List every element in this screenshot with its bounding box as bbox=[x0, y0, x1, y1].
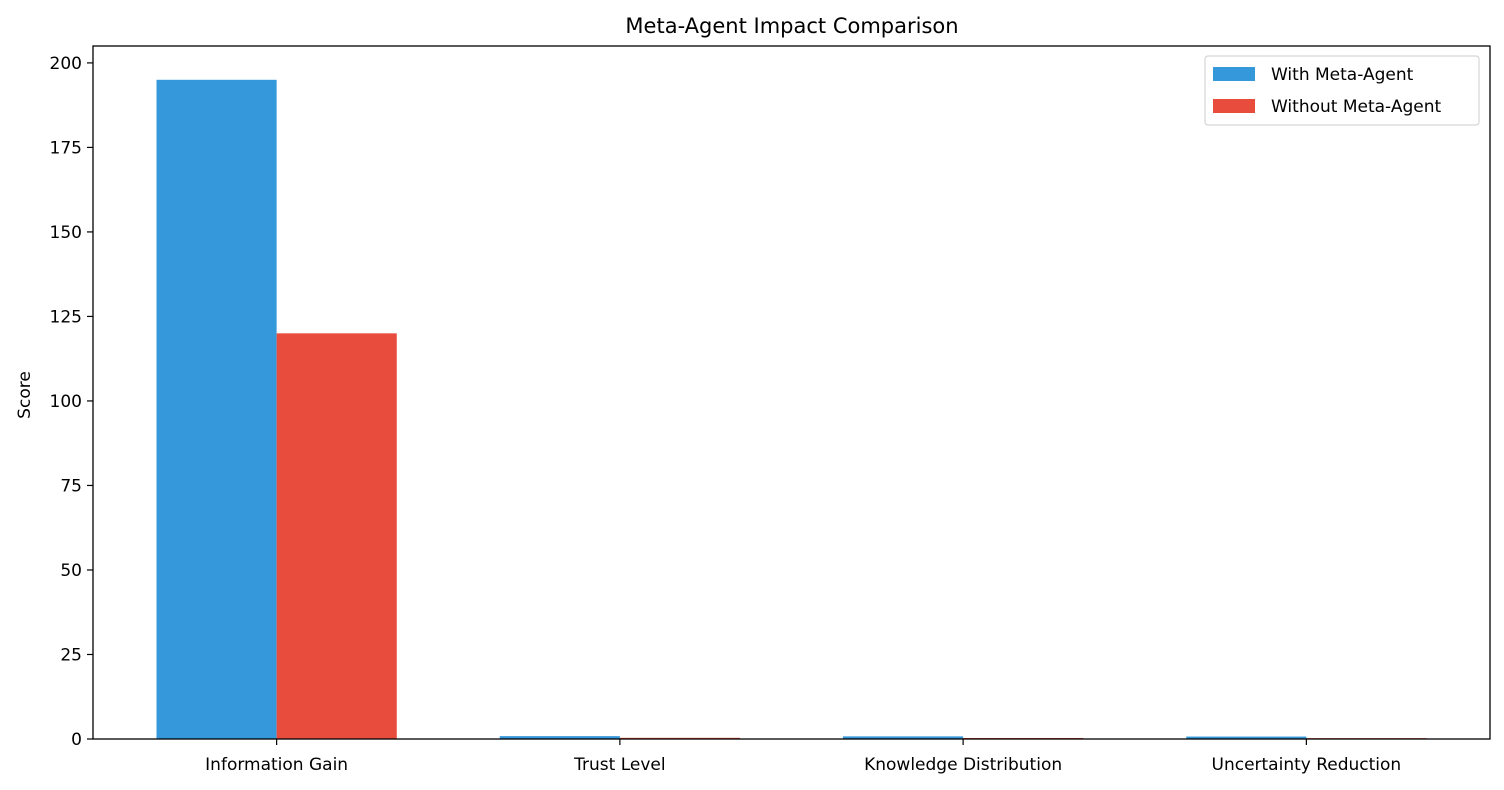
legend-swatch-with bbox=[1213, 67, 1255, 81]
y-tick-label: 25 bbox=[60, 645, 82, 665]
y-tick-label: 175 bbox=[50, 138, 82, 158]
bar-with-2 bbox=[842, 736, 964, 739]
x-ticks-group: Information Gain Trust Level Knowledge Dis… bbox=[205, 739, 1401, 775]
y-tick-label: 100 bbox=[50, 392, 82, 412]
legend-label-with: With Meta-Agent bbox=[1271, 65, 1414, 85]
legend: With Meta-Agent Without Meta-Agent bbox=[1204, 55, 1480, 126]
x-tick-label: Information Gain bbox=[205, 755, 348, 775]
x-tick-label: Trust Level bbox=[573, 755, 665, 775]
x-tick-label: Uncertainty Reduction bbox=[1212, 755, 1402, 775]
y-tick-label: 150 bbox=[50, 223, 82, 243]
y-ticks-group: 0 25 50 75 100 125 150 175 200 bbox=[50, 54, 93, 750]
y-tick-label: 75 bbox=[60, 476, 82, 496]
y-tick-label: 125 bbox=[50, 307, 82, 327]
legend-label-without: Without Meta-Agent bbox=[1271, 97, 1441, 117]
y-tick-label: 50 bbox=[60, 561, 82, 581]
bar-with-1 bbox=[499, 736, 620, 739]
bar-with-0 bbox=[156, 79, 277, 740]
y-tick-label: 200 bbox=[50, 54, 82, 74]
bar-with-3 bbox=[1186, 736, 1307, 739]
plot-frame bbox=[92, 45, 1491, 740]
y-axis-label: Score bbox=[15, 371, 35, 419]
x-tick-label: Knowledge Distribution bbox=[864, 755, 1062, 775]
bar-without-0 bbox=[276, 333, 397, 739]
legend-box bbox=[1204, 55, 1480, 126]
legend-swatch-without bbox=[1213, 99, 1255, 113]
chart-title: Meta-Agent Impact Comparison bbox=[625, 14, 958, 38]
bars-group bbox=[156, 79, 1427, 740]
y-tick-label: 0 bbox=[71, 730, 82, 750]
